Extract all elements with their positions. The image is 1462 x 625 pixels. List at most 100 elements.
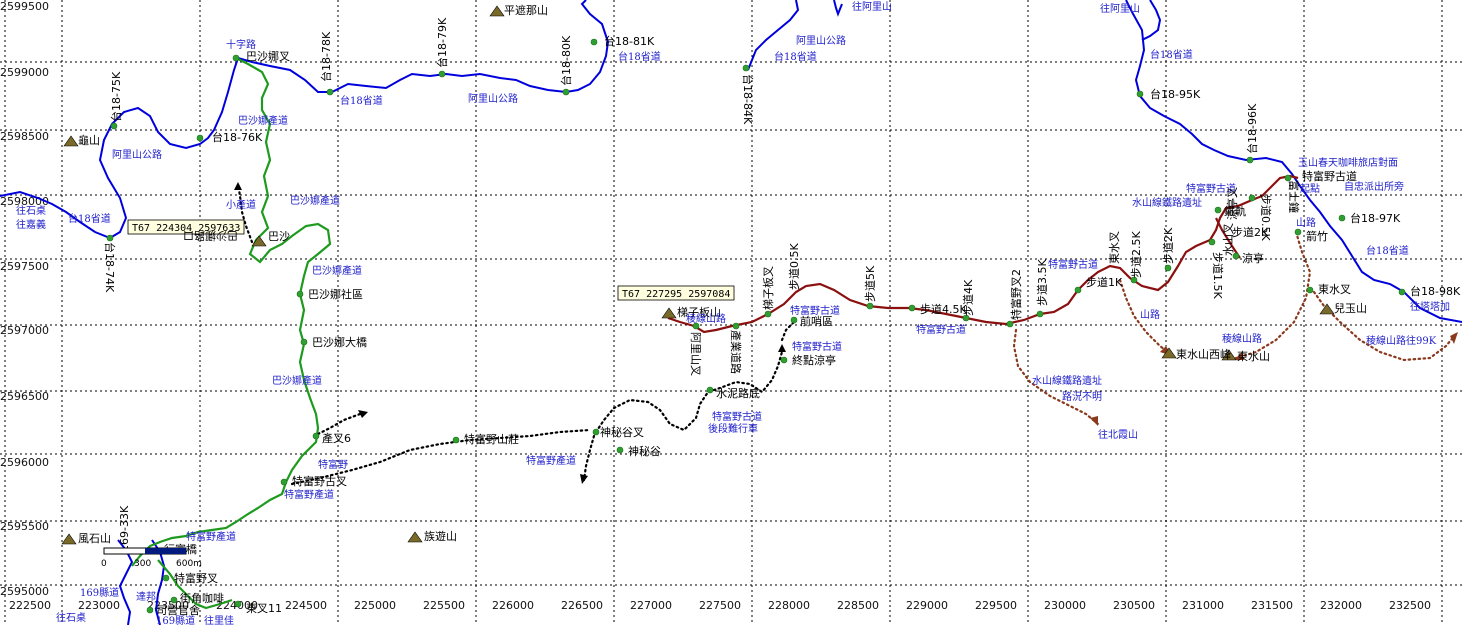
place-label: 台18-98K [1410, 284, 1461, 298]
x-tick: 231000 [1182, 599, 1224, 612]
svg-text:步道3.5K: 步道3.5K [1035, 259, 1049, 306]
x-tick: 230500 [1113, 599, 1155, 612]
place-label: 台18-95K [1150, 87, 1201, 101]
svg-text:步道2.5K: 步道2.5K [1129, 231, 1143, 278]
svg-text:達邦: 達邦 [136, 590, 156, 603]
y-tick: 2595000 [0, 585, 49, 598]
svg-text:特富野古道: 特富野古道 [916, 323, 966, 336]
svg-text:富士鐘: 富士鐘 [1287, 180, 1301, 213]
place-label: 產叉6 [322, 431, 351, 445]
mountain-icon [61, 533, 77, 545]
place-label: 鐵軌 [1224, 204, 1246, 218]
svg-text:台18-80K: 台18-80K [559, 35, 573, 86]
svg-text:169縣道: 169縣道 [80, 586, 119, 599]
arrow-icon [358, 410, 368, 418]
svg-text:步道0.5K: 步道0.5K [787, 243, 801, 290]
x-tick: 223000 [78, 599, 120, 612]
place-label: 神秘谷叉 [600, 425, 644, 439]
highway-18-main [0, 0, 610, 240]
mountain-icon [489, 5, 505, 17]
place-label: 台18-81K [604, 34, 655, 48]
svg-text:巴沙娜路口: 巴沙娜路口 [183, 229, 238, 243]
place-label: 步道4.5K [920, 302, 967, 316]
x-tick: 229500 [975, 599, 1017, 612]
svg-text:台18省道: 台18省道 [68, 212, 111, 225]
peak-label: 龜山 [78, 134, 100, 147]
svg-text:水山線鐵路遺址: 水山線鐵路遺址 [1032, 374, 1102, 387]
svg-text:台18省道: 台18省道 [774, 50, 817, 63]
svg-text:水山叉: 水山叉 [1222, 223, 1235, 256]
place-label: 步道2K [1232, 225, 1269, 239]
svg-text:169縣道: 169縣道 [156, 614, 195, 625]
tefuye-gudao-trail [667, 174, 1299, 334]
y-tick: 2599500 [0, 0, 49, 13]
svg-text:0: 0 [101, 559, 107, 569]
place-label: 東水叉 [1318, 283, 1351, 296]
mountain-icon [1221, 349, 1237, 361]
svg-text:台18-96K: 台18-96K [1245, 103, 1259, 154]
svg-text:600m: 600m [176, 559, 202, 569]
place-label: 司營官舍 [156, 603, 200, 617]
svg-text:小產道: 小產道 [226, 198, 256, 211]
y-tick: 2595500 [0, 520, 49, 533]
place-label: 涼亭 [1242, 251, 1264, 265]
svg-text:自忠派出所旁: 自忠派出所旁 [1344, 180, 1404, 193]
place-label: 步道1K [1086, 275, 1123, 289]
peak-label: 東水山西峰 [1176, 348, 1231, 361]
svg-text:台18省道: 台18省道 [618, 50, 661, 63]
svg-text:山路: 山路 [1296, 216, 1316, 229]
place-label: 巴沙娜大橋 [312, 335, 367, 349]
svg-text:T67 224304 2597633: T67 224304 2597633 [132, 223, 240, 234]
peak-labels: 平遮那山 龜山 巴沙 梯子板山 風石山 族遊山 東水山西峰 東水山 兒玉山 [78, 3, 1367, 545]
svg-text:步道2K: 步道2K [1161, 227, 1175, 264]
svg-text:路況不明: 路況不明 [1062, 390, 1102, 403]
svg-text:稜線山路往99K: 稜線山路往99K [1366, 334, 1437, 347]
svg-text:台18-75K: 台18-75K [109, 71, 123, 122]
svg-text:後段難行車: 後段難行車 [708, 422, 758, 435]
x-tick: 226000 [492, 599, 534, 612]
svg-text:特富野叉2: 特富野叉2 [1009, 269, 1023, 320]
svg-text:台18省道: 台18省道 [340, 94, 383, 107]
x-tick: 224500 [285, 599, 327, 612]
x-tick: 232000 [1320, 599, 1362, 612]
x-tick: 230000 [1044, 599, 1086, 612]
route-arrows [234, 182, 1458, 484]
peak-markers[interactable] [61, 5, 1335, 545]
highway-18-east [747, 0, 800, 71]
svg-text:台18-74K: 台18-74K [103, 242, 117, 293]
place-label: 巴沙娜社區 [308, 287, 363, 301]
peak-label: 梯子板山 [677, 305, 721, 319]
svg-text:十字路: 十字路 [226, 38, 256, 51]
place-label: 台18-76K [212, 130, 263, 144]
arrow-icon [1234, 352, 1244, 360]
x-tick: 227000 [630, 599, 672, 612]
x-tick: 228500 [837, 599, 879, 612]
place-label: 箭竹 [1306, 229, 1328, 243]
svg-text:往塔塔加: 往塔塔加 [1410, 300, 1450, 313]
scale-bar: 0 300 600m [101, 547, 202, 569]
mountain-icon [251, 235, 267, 247]
peak-label: 平遮那山 [504, 3, 548, 17]
vertical-labels: 台18-75K 台18-78K 台18-79K 台18-80K 台18-84K … [103, 17, 1301, 552]
x-tick: 231500 [1251, 599, 1293, 612]
y-tick: 2596500 [0, 390, 49, 403]
mountain-icon [1319, 303, 1335, 315]
place-label: 特富野古道 [1302, 169, 1357, 183]
x-tick: 225500 [423, 599, 465, 612]
place-label: 東叉11 [246, 602, 282, 615]
svg-text:往石桌: 往石桌 [56, 611, 86, 624]
svg-text:T67 227295 2597084: T67 227295 2597084 [622, 289, 730, 300]
arrow-icon [1450, 332, 1458, 344]
place-label: 特富野古叉 [292, 474, 347, 488]
highway-18-north [1141, 0, 1162, 41]
place-label: 街角咖啡 [180, 591, 224, 605]
svg-text:往石桌: 往石桌 [16, 204, 46, 217]
svg-text:特富野產道: 特富野產道 [186, 530, 236, 543]
highway-18-far-east [1125, 0, 1462, 323]
mountain-icon [63, 135, 79, 147]
peak-label: 族遊山 [424, 529, 457, 543]
road-alishan-north [833, 0, 843, 17]
svg-text:巴沙娜產道: 巴沙娜產道 [312, 264, 362, 277]
